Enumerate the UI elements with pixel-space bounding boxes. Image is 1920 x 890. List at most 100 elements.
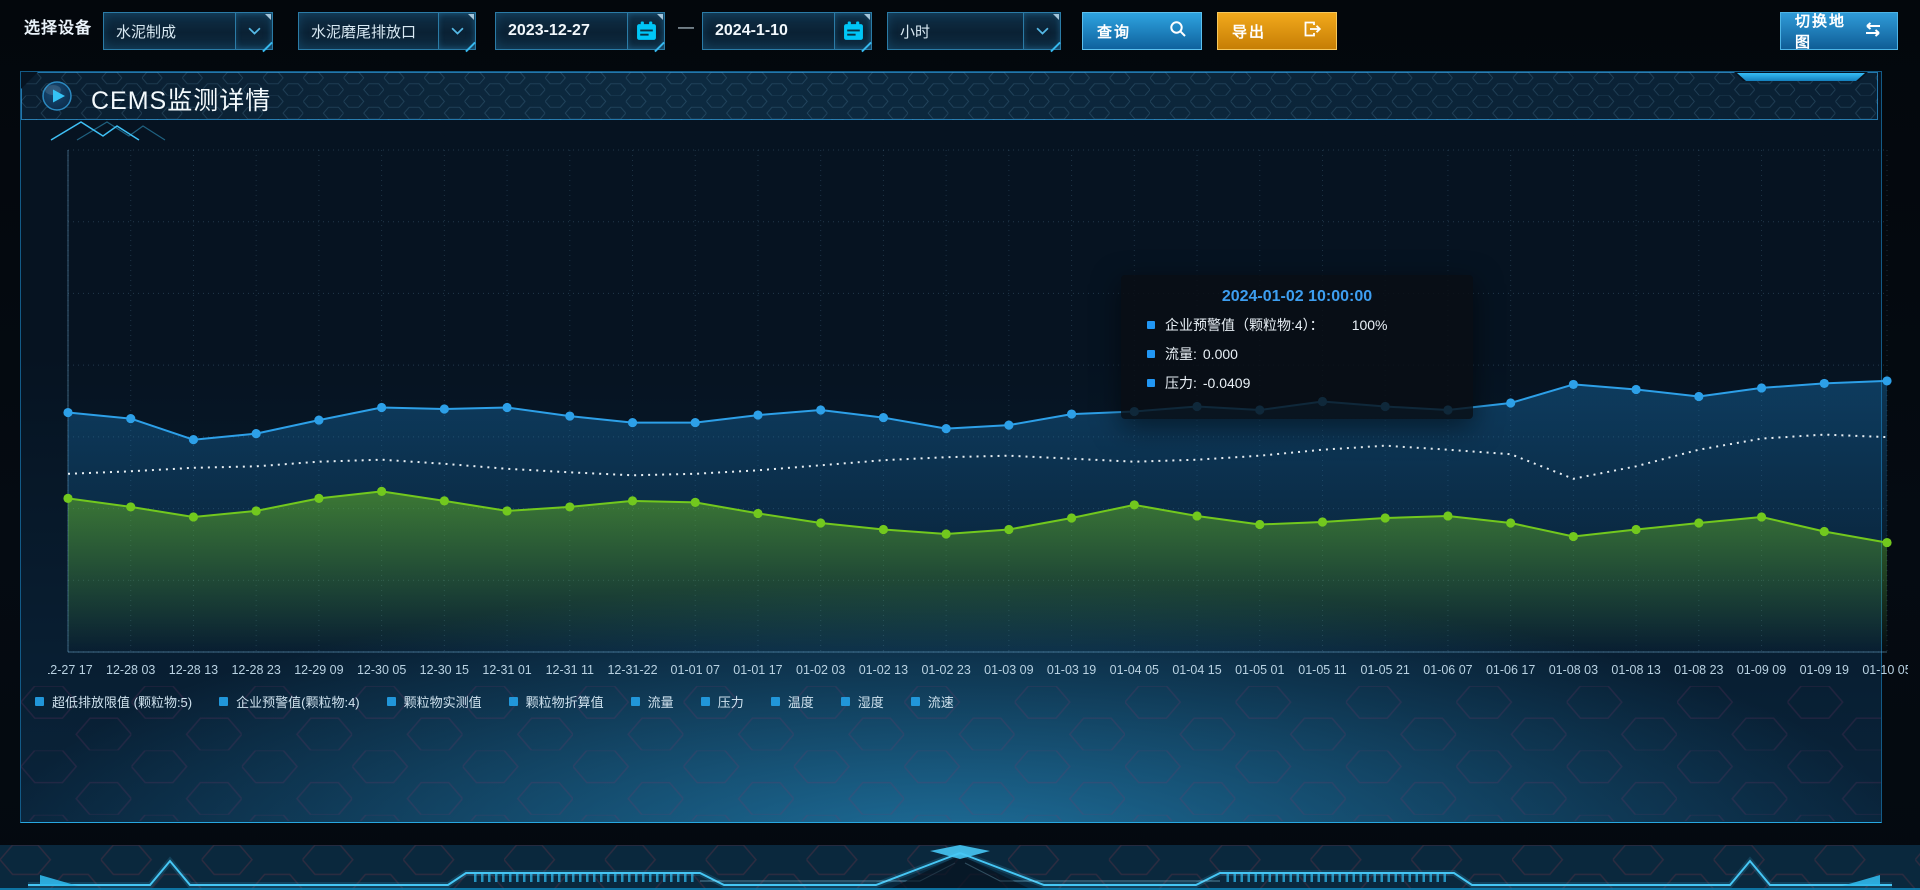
calendar-icon[interactable] xyxy=(834,13,871,49)
outlet-select[interactable]: 水泥磨尾排放口 xyxy=(298,12,476,50)
data-point-dot[interactable] xyxy=(1631,384,1641,395)
legend-item[interactable]: 压力 xyxy=(700,692,744,711)
data-point-dot[interactable] xyxy=(502,402,512,413)
data-point-dot[interactable] xyxy=(126,502,136,512)
legend-marker-icon xyxy=(219,697,229,706)
x-axis-label: 12-28 23 xyxy=(231,663,280,677)
tooltip-row-label: 压力: xyxy=(1165,375,1197,391)
data-point-dot[interactable] xyxy=(1756,512,1767,522)
legend-marker-icon xyxy=(840,697,850,706)
tooltip-series-marker-icon xyxy=(1147,350,1155,358)
data-point-dot[interactable] xyxy=(1192,511,1202,521)
data-point-dot[interactable] xyxy=(1568,379,1578,390)
data-point-dot[interactable] xyxy=(1819,378,1829,389)
legend-item[interactable]: 流速 xyxy=(910,692,954,711)
x-axis-label: 12-31 01 xyxy=(482,663,531,677)
data-point-dot[interactable] xyxy=(439,404,449,414)
data-point-dot[interactable] xyxy=(1506,518,1516,528)
tooltip-row-value: 0.000 xyxy=(1202,346,1238,362)
legend-label: 颗粒物折算值 xyxy=(525,695,604,710)
data-point-dot[interactable] xyxy=(690,497,700,508)
calendar-icon[interactable] xyxy=(627,13,664,49)
x-axis-label: 01-08 03 xyxy=(1549,663,1598,677)
chevron-down-icon[interactable] xyxy=(438,13,475,49)
data-point-dot[interactable] xyxy=(565,502,575,512)
data-point-dot[interactable] xyxy=(753,508,763,519)
interval-select[interactable]: 小时 xyxy=(887,12,1061,50)
data-point-dot[interactable] xyxy=(1380,513,1390,523)
data-point-dot[interactable] xyxy=(314,415,324,425)
data-point-dot[interactable] xyxy=(1004,420,1014,430)
data-point-dot[interactable] xyxy=(251,429,261,439)
legend-item[interactable]: 颗粒物实测值 xyxy=(386,692,482,711)
data-point-dot[interactable] xyxy=(377,486,387,496)
data-point-dot[interactable] xyxy=(816,405,826,415)
device-category-select[interactable]: 水泥制成 xyxy=(103,12,273,50)
query-button-label: 查询 xyxy=(1097,23,1132,41)
export-icon xyxy=(1303,20,1322,42)
data-point-dot[interactable] xyxy=(314,493,324,503)
data-point-dot[interactable] xyxy=(1819,526,1829,537)
data-point-dot[interactable] xyxy=(188,435,199,445)
tooltip-row: 企业预警值（颗粒物:4）： 100% xyxy=(1147,315,1473,335)
data-point-dot[interactable] xyxy=(627,417,638,428)
data-point-dot[interactable] xyxy=(1694,391,1704,402)
legend-item[interactable]: 颗粒物折算值 xyxy=(508,692,604,711)
data-point-dot[interactable] xyxy=(126,413,136,424)
data-point-dot[interactable] xyxy=(1255,519,1265,530)
data-point-dot[interactable] xyxy=(1317,517,1328,527)
legend-item[interactable]: 流量 xyxy=(630,692,674,711)
data-point-dot[interactable] xyxy=(188,512,199,522)
data-point-dot[interactable] xyxy=(565,411,575,421)
data-point-dot[interactable] xyxy=(1066,513,1077,523)
export-button[interactable]: 导出 xyxy=(1217,12,1337,50)
data-point-dot[interactable] xyxy=(627,496,638,506)
data-point-dot[interactable] xyxy=(1004,524,1014,535)
data-point-dot[interactable] xyxy=(377,402,387,413)
data-point-dot[interactable] xyxy=(1694,518,1704,528)
data-point-dot[interactable] xyxy=(878,412,889,423)
data-point-dot[interactable] xyxy=(878,524,889,535)
data-point-dot[interactable] xyxy=(1443,511,1453,521)
switch-map-button[interactable]: 切换地图 xyxy=(1780,12,1898,51)
data-point-dot[interactable] xyxy=(690,417,700,428)
data-point-dot[interactable] xyxy=(1631,524,1641,535)
legend-item[interactable]: 湿度 xyxy=(840,692,884,711)
legend-item[interactable]: 超低排放限值 (颗粒物:5) xyxy=(35,692,192,711)
chevron-down-icon[interactable] xyxy=(235,13,272,49)
x-axis-label: 01-03 09 xyxy=(984,663,1033,677)
tooltip-rows: 企业预警值（颗粒物:4）： 100% 流量: 0.000 压力: -0.0409 xyxy=(1121,315,1473,393)
data-point-dot[interactable] xyxy=(1066,409,1077,419)
data-point-dot[interactable] xyxy=(63,493,73,503)
data-point-dot[interactable] xyxy=(1882,537,1892,548)
query-button[interactable]: 查询 xyxy=(1082,12,1202,50)
legend-label: 流速 xyxy=(927,695,954,710)
legend-label: 温度 xyxy=(787,695,814,710)
chevron-down-icon[interactable] xyxy=(1023,13,1060,49)
data-point-dot[interactable] xyxy=(753,410,763,420)
data-point-dot[interactable] xyxy=(1568,531,1578,542)
data-point-dot[interactable] xyxy=(941,529,951,539)
data-point-dot[interactable] xyxy=(816,518,826,528)
data-point-dot[interactable] xyxy=(1882,376,1892,386)
data-point-dot[interactable] xyxy=(941,424,951,434)
data-point-dot[interactable] xyxy=(1129,500,1139,510)
x-axis-label: 01-09 09 xyxy=(1737,663,1786,677)
cems-line-chart[interactable]: 12-27 17 12-28 03 12-28 13 12-28 23 12-29 09… xyxy=(48,142,1908,702)
data-point-dot[interactable] xyxy=(1506,398,1516,408)
x-axis-label: 01-05 01 xyxy=(1235,663,1284,677)
end-date-input[interactable]: 2024-1-10 xyxy=(702,12,872,50)
data-point-dot[interactable] xyxy=(63,407,73,418)
outlet-select-value: 水泥磨尾排放口 xyxy=(311,23,417,41)
start-date-input[interactable]: 2023-12-27 xyxy=(495,12,665,50)
x-axis-label: 01-10 05 xyxy=(1862,663,1908,677)
data-point-dot[interactable] xyxy=(1756,383,1767,393)
data-point-dot[interactable] xyxy=(439,496,449,506)
legend-item[interactable]: 温度 xyxy=(770,692,814,711)
x-axis-label: 01-05 11 xyxy=(1298,663,1346,677)
legend-item[interactable]: 企业预警值(颗粒物:4) xyxy=(219,692,360,711)
footer-decoration xyxy=(0,845,1920,890)
data-point-dot[interactable] xyxy=(502,506,512,516)
data-point-dot[interactable] xyxy=(251,506,261,516)
end-date-value: 2024-1-10 xyxy=(715,22,788,39)
